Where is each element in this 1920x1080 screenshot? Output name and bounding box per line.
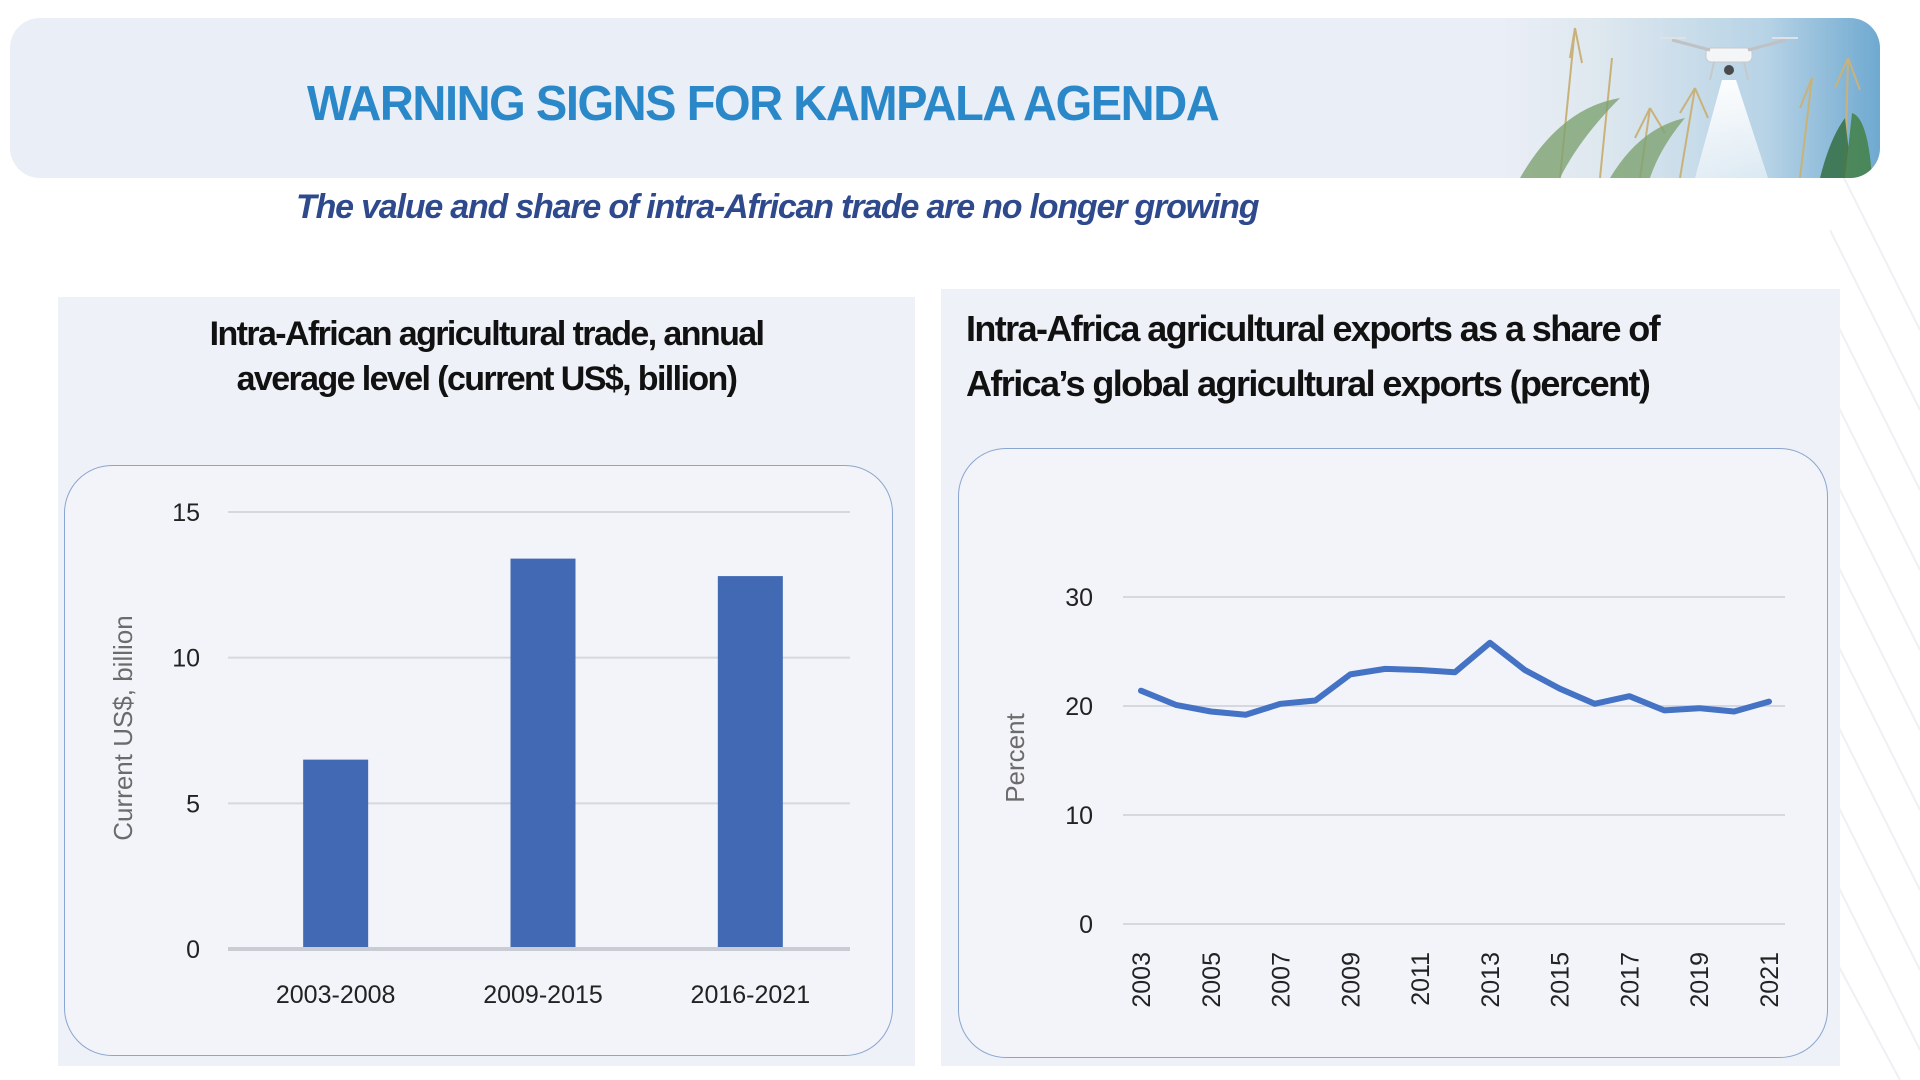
bar-chart-y-tick-label: 10 bbox=[172, 645, 200, 673]
line-chart-y-tick-label: 10 bbox=[1065, 802, 1093, 830]
bar-chart-title-line-2: average level (current US$, billion) bbox=[236, 360, 738, 398]
line-chart-x-tick-label: 2017 bbox=[1616, 952, 1644, 1008]
page-title: WARNING SIGNS FOR KAMPALA AGENDA bbox=[307, 77, 1220, 131]
line-series-path bbox=[1138, 639, 1772, 718]
drone-over-maize-field-image bbox=[1500, 18, 1880, 178]
line-chart-y-tick-label: 0 bbox=[1079, 911, 1093, 939]
line-chart-x-tick-label: 2005 bbox=[1198, 952, 1226, 1008]
bar-chart-title-line-1: Intra-African agricultural trade, annual bbox=[209, 315, 765, 353]
bar bbox=[717, 576, 783, 947]
line-chart-x-tick-label: 2007 bbox=[1268, 952, 1296, 1008]
bar-chart-x-tick-label: 2016-2021 bbox=[691, 981, 811, 1009]
bar bbox=[510, 558, 576, 947]
bar-chart-y-tick-label: 0 bbox=[186, 936, 200, 964]
header-banner: WARNING SIGNS FOR KAMPALA AGENDA bbox=[10, 18, 1880, 178]
line-chart-y-tick-label: 20 bbox=[1065, 693, 1093, 721]
line-chart-x-tick-label: 2019 bbox=[1686, 952, 1714, 1008]
bar-chart-y-axis-title: Current US$, billion bbox=[108, 615, 138, 840]
decorative-lines bbox=[1830, 170, 1920, 1080]
bar-chart-y-tick-label: 5 bbox=[186, 790, 200, 818]
bar bbox=[303, 759, 369, 947]
line-chart-panel: Intra-Africa agricultural exports as a s… bbox=[941, 289, 1840, 1066]
line-chart-x-tick-label: 2011 bbox=[1407, 952, 1435, 1006]
bar-chart-x-tick-label: 2003-2008 bbox=[276, 981, 396, 1009]
line-chart-x-tick-label: 2021 bbox=[1756, 952, 1784, 1008]
page-subtitle: The value and share of intra-African tra… bbox=[296, 188, 1259, 226]
bar-chart-x-tick-label: 2009-2015 bbox=[483, 981, 603, 1009]
line-chart-x-tick-label: 2013 bbox=[1477, 952, 1505, 1008]
line-chart-title-line-2: Africa’s global agricultural exports (pe… bbox=[966, 363, 1651, 404]
line-chart-x-tick-label: 2009 bbox=[1337, 952, 1365, 1008]
line-chart-x-tick-label: 2015 bbox=[1547, 952, 1575, 1008]
bar-chart-y-tick-label: 15 bbox=[172, 499, 200, 527]
drone-icon bbox=[1660, 37, 1798, 81]
bar-chart: 0 5 10 15 2003-2008 2009-2015 2016-2021 Curre… bbox=[108, 499, 850, 1009]
line-chart-title: Intra-Africa agricultural exports as a s… bbox=[966, 301, 1661, 411]
line-chart-title-line-1: Intra-Africa agricultural exports as a s… bbox=[966, 308, 1661, 349]
line-chart-y-axis-title: Percent bbox=[1000, 712, 1030, 802]
line-chart: 0 10 20 30 2003 2005 2007 2009 2011 2013 2015 2017… bbox=[1000, 584, 1785, 1008]
bar-chart-title: Intra-African agricultural trade, annual… bbox=[58, 312, 915, 402]
line-chart-y-tick-label: 30 bbox=[1065, 584, 1093, 612]
line-chart-x-tick-label: 2003 bbox=[1128, 952, 1156, 1008]
line-chart-frame bbox=[958, 448, 1828, 1058]
